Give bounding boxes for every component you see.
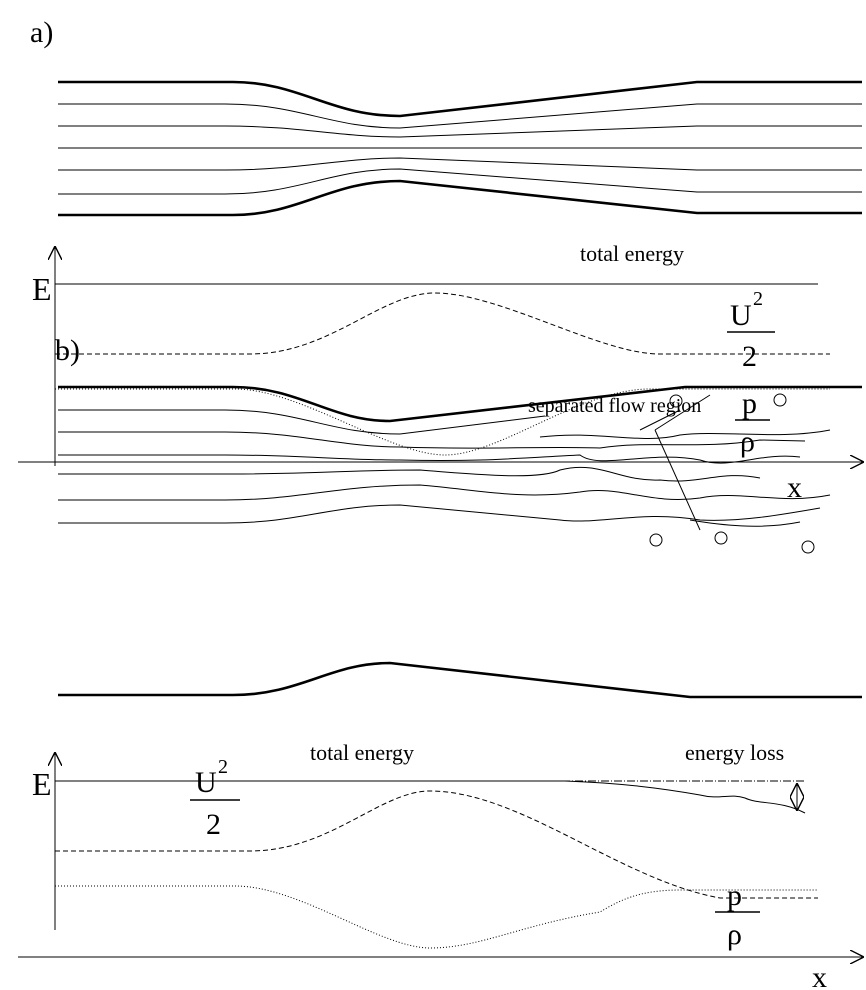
total-energy-label: total energy (310, 740, 414, 765)
energy-plot-a (18, 246, 864, 466)
pressure-numerator: p (727, 879, 742, 912)
kinetic-numerator: U (730, 299, 752, 332)
pressure-numerator: p (742, 387, 757, 420)
energy-plot-b (18, 752, 864, 957)
panel-label: b) (55, 334, 80, 367)
x-axis-label: x (787, 471, 802, 504)
flow-channel-b (58, 385, 862, 699)
flow-channel-a (58, 80, 862, 217)
annotation: separated flow region (528, 395, 701, 417)
kinetic-numerator: U (195, 766, 217, 799)
panel-label: a) (30, 16, 53, 49)
pressure-denominator: ρ (727, 918, 742, 951)
kinetic-exponent: 2 (753, 288, 763, 310)
energy-loss-label: energy loss (685, 740, 784, 765)
total-energy-label: total energy (580, 241, 684, 266)
kinetic-exponent: 2 (218, 756, 228, 778)
x-axis-label: x (812, 961, 827, 990)
kinetic-denominator: 2 (206, 808, 221, 841)
y-axis-label: E (32, 766, 52, 802)
y-axis-label: E (32, 271, 52, 307)
kinetic-denominator: 2 (742, 340, 757, 373)
